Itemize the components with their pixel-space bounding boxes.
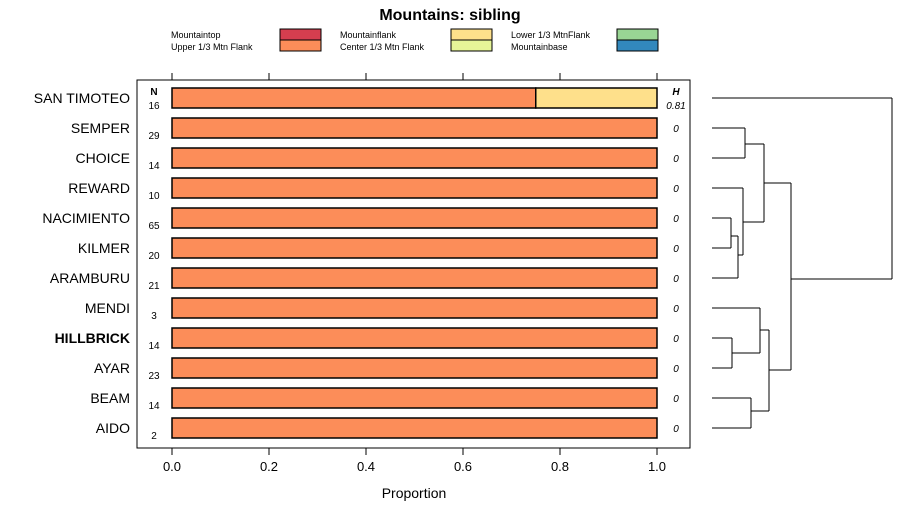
bar-segment — [171, 357, 658, 379]
h-value: 0 — [673, 364, 679, 375]
n-header: N — [150, 87, 157, 98]
x-tick-label: 1.0 — [648, 459, 666, 474]
row-label: MENDI — [85, 300, 130, 316]
plot-frame — [136, 79, 691, 449]
bar-segment — [171, 297, 658, 319]
h-value: 0 — [673, 124, 679, 135]
row-label: ARAMBURU — [50, 270, 130, 286]
n-value: 3 — [151, 311, 157, 322]
row-label: AIDO — [96, 420, 130, 436]
legend-swatch — [616, 39, 659, 52]
n-value: 2 — [151, 431, 157, 442]
x-tick-label: 0.8 — [551, 459, 569, 474]
bar-segment — [171, 177, 658, 199]
bar-segment — [171, 327, 658, 349]
legend-label: Mountainbase — [511, 42, 568, 52]
x-axis-label: Proportion — [382, 485, 447, 501]
h-value: 0 — [673, 274, 679, 285]
n-value: 14 — [148, 341, 160, 352]
n-value: 29 — [148, 131, 160, 142]
bar-segment — [171, 147, 658, 169]
x-axis: 0.0 0.2 0.4 0.6 0.8 1.0 — [163, 73, 666, 474]
n-value: 16 — [148, 101, 160, 112]
n-value: 23 — [148, 371, 160, 382]
n-value: 20 — [148, 251, 160, 262]
bar-segment — [535, 87, 658, 109]
legend: Mountaintop Upper 1/3 Mtn Flank Mountainfl… — [171, 28, 659, 52]
h-value: 0 — [673, 154, 679, 165]
row-label: BEAM — [90, 390, 130, 406]
x-tick-label: 0.4 — [357, 459, 375, 474]
h-value: 0 — [673, 184, 679, 195]
h-header: H — [672, 87, 680, 98]
legend-swatch — [616, 28, 659, 41]
row-label: SEMPER — [71, 120, 130, 136]
h-value: 0 — [673, 394, 679, 405]
h-value: 0 — [673, 244, 679, 255]
bar-segment — [171, 87, 537, 109]
legend-label: Mountaintop — [171, 30, 221, 40]
bar-segment — [171, 207, 658, 229]
row-label: HILLBRICK — [55, 330, 130, 346]
dendrogram — [712, 97, 893, 429]
h-value: 0 — [673, 304, 679, 315]
legend-swatch — [450, 39, 493, 52]
bar-segment — [171, 117, 658, 139]
x-tick-label: 0.0 — [163, 459, 181, 474]
bar-segment — [171, 237, 658, 259]
row-label: KILMER — [78, 240, 130, 256]
h-value: 0.81 — [666, 101, 685, 112]
h-value: 0 — [673, 424, 679, 435]
legend-label: Lower 1/3 MtnFlank — [511, 30, 591, 40]
n-value: 14 — [148, 401, 160, 412]
legend-swatch — [450, 28, 493, 41]
row-label: CHOICE — [76, 150, 130, 166]
legend-label: Mountainflank — [340, 30, 397, 40]
n-value: 21 — [148, 281, 160, 292]
bar-segment — [171, 417, 658, 439]
legend-label: Center 1/3 Mtn Flank — [340, 42, 425, 52]
h-value: 0 — [673, 214, 679, 225]
chart-title: Mountains: sibling — [379, 7, 520, 24]
legend-swatch — [279, 28, 322, 41]
h-value: 0 — [673, 334, 679, 345]
bar-segment — [171, 387, 658, 409]
n-value: 65 — [148, 221, 160, 232]
x-tick-label: 0.2 — [260, 459, 278, 474]
n-value: 14 — [148, 161, 160, 172]
row-label: NACIMIENTO — [42, 210, 130, 226]
x-tick-label: 0.6 — [454, 459, 472, 474]
rows: SAN TIMOTEO 16 0.81 SEMPER 29 0 CHOICE 14 0 REWAR… — [34, 87, 686, 442]
n-value: 10 — [148, 191, 160, 202]
row-label: REWARD — [68, 180, 130, 196]
legend-label: Upper 1/3 Mtn Flank — [171, 42, 253, 52]
legend-swatch — [279, 39, 322, 52]
row-label: AYAR — [94, 360, 130, 376]
bar-segment — [171, 267, 658, 289]
row-label: SAN TIMOTEO — [34, 90, 130, 106]
